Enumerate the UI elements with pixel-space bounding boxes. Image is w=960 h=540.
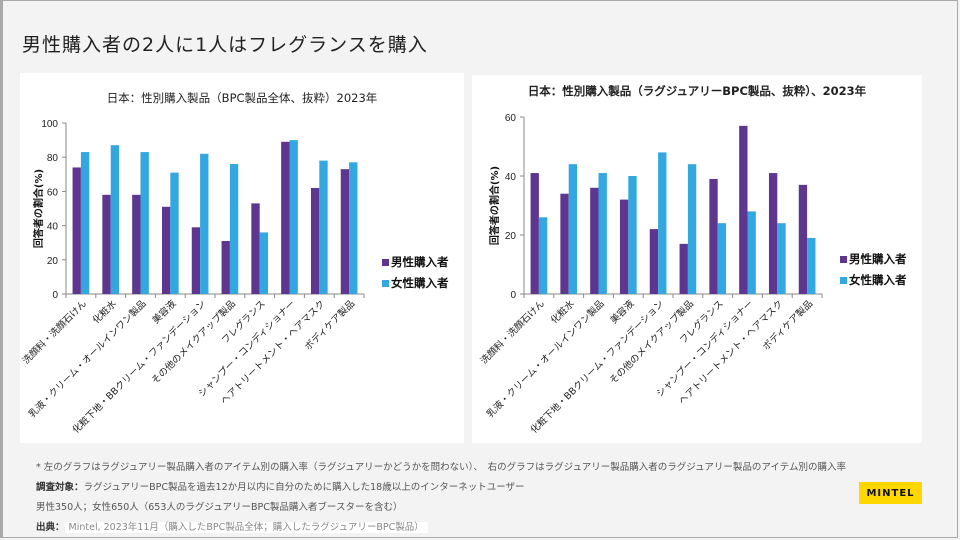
bar-female — [658, 152, 667, 294]
chart-title: 日本：性別購入製品（ラグジュアリーBPC製品、抜粋）、2023年 — [527, 84, 867, 98]
bar-male — [679, 243, 688, 294]
bar-male — [739, 125, 748, 294]
bar-female — [777, 223, 786, 294]
bar-female — [807, 237, 816, 294]
x-category-label: 洗顔料・洗顔石けん — [478, 298, 547, 367]
bar-male — [161, 206, 171, 294]
footnote-sample: 男性350人；女性650人（653人のラグジュアリーBPC製品購入者ブースターを… — [36, 502, 403, 513]
footnotes: * 左のグラフはラグジュアリー製品購入者のアイテム別の購入率（ラグジュアリーかど… — [36, 458, 846, 538]
bar-male — [709, 178, 718, 294]
bar-male — [530, 173, 539, 294]
y-tick-label: 60 — [47, 187, 59, 198]
mintel-logo: MINTEL — [859, 482, 922, 504]
legend-label-female: 女性購入者 — [849, 273, 907, 287]
bar-male — [281, 141, 290, 294]
chart-panel-left: 日本：性別購入製品（BPC製品全体、抜粋）2023年 0 20 40 60 80 100 洗… — [20, 73, 464, 443]
bar-chart-all-bpc: 0 20 40 60 80 100 洗顔料・洗顔石けん 化粧水乳液・クリーム・オールインワン製… — [20, 119, 449, 436]
bar-male — [251, 203, 260, 294]
y-tick-label: 80 — [47, 153, 59, 164]
source-label: 出典： — [36, 522, 65, 533]
legend-swatch-male — [840, 256, 847, 263]
bar-female — [170, 172, 179, 294]
bar-female — [229, 164, 239, 294]
bar-female — [289, 140, 298, 294]
legend-label-female: 女性購入者 — [391, 276, 449, 290]
y-tick-label: 40 — [505, 172, 517, 183]
y-tick-label: 0 — [510, 290, 516, 301]
bar-male — [619, 199, 629, 294]
bar-female — [538, 217, 548, 294]
bar-male — [102, 194, 111, 294]
survey-target-label: 調査対象： — [36, 482, 84, 493]
y-tick-label: 60 — [505, 113, 517, 124]
bar-female — [628, 176, 637, 294]
legend-label-male: 男性購入者 — [391, 255, 449, 269]
x-category-label: 乳液・クリーム・オールインワン製品 — [484, 298, 606, 420]
x-category-label: ボディケア製品 — [302, 298, 357, 353]
slide-title: 男性購入者の2人に1人はフレグランスを購入 — [22, 34, 428, 56]
bar-female — [259, 232, 269, 294]
chart-title: 日本：性別購入製品（BPC製品全体、抜粋）2023年 — [106, 91, 378, 105]
source-text: Mintel, 2023年11月（購入したBPC製品全体；購入したラグジュアリー… — [64, 522, 428, 533]
bar-female — [598, 173, 607, 294]
bar-male — [649, 229, 659, 294]
bar-female — [80, 152, 90, 294]
x-category-label: 化粧水 — [548, 297, 577, 326]
bar-male — [340, 169, 350, 294]
legend-swatch-female — [840, 277, 847, 284]
bar-male — [72, 167, 81, 294]
footnote-survey-target: 調査対象：ラグジュアリーBPC製品を過去12か月以内に自分のために購入した18歳… — [36, 478, 846, 498]
x-category-label: 化粧水 — [90, 297, 119, 326]
bar-male — [221, 240, 230, 294]
bar-male — [560, 193, 569, 294]
bar-female — [200, 153, 209, 294]
x-category-label: ボディケア製品 — [760, 298, 815, 353]
bar-female — [687, 164, 697, 294]
footnote-source: 出典： Mintel, 2023年11月（購入したBPC製品全体；購入したラグジュ… — [36, 518, 846, 538]
y-axis-label: 回答者の割合(%) — [32, 169, 45, 248]
chart-panel-right: 日本：性別購入製品（ラグジュアリーBPC製品、抜粋）、2023年 0 20 40 60… — [472, 75, 922, 443]
bar-male — [132, 194, 141, 294]
bar-female — [717, 223, 727, 294]
bar-female — [349, 162, 358, 294]
y-axis-label: 回答者の割合(%) — [488, 166, 501, 245]
bar-female — [110, 145, 120, 294]
legend-swatch-male — [382, 259, 389, 266]
x-category-label: 美容液 — [150, 297, 179, 326]
x-category-label: 乳液・クリーム・オールインワン製品 — [26, 298, 148, 420]
footnote-description: * 左のグラフはラグジュアリー製品購入者のアイテム別の購入率（ラグジュアリーかど… — [36, 462, 846, 473]
y-tick-label: 20 — [47, 256, 59, 267]
x-category-label: 美容液 — [608, 297, 637, 326]
survey-target-text: ラグジュアリーBPC製品を過去12か月以内に自分のために購入した18歳以上のイン… — [83, 482, 525, 493]
y-tick-label: 20 — [505, 231, 517, 242]
bar-female — [747, 211, 756, 294]
y-tick-label: 100 — [41, 119, 58, 130]
legend-swatch-female — [382, 280, 389, 287]
bar-male — [768, 173, 778, 294]
bar-male — [590, 187, 599, 294]
y-tick-label: 40 — [47, 222, 59, 233]
x-category-label: 洗顔料・洗顔石けん — [20, 298, 89, 367]
bar-male — [310, 187, 320, 294]
bar-female — [319, 160, 328, 294]
bar-female — [140, 152, 149, 294]
y-tick-label: 0 — [52, 290, 58, 301]
bar-male — [191, 227, 201, 294]
bar-female — [568, 164, 578, 294]
legend-label-male: 男性購入者 — [849, 252, 907, 266]
bar-male — [798, 184, 808, 294]
